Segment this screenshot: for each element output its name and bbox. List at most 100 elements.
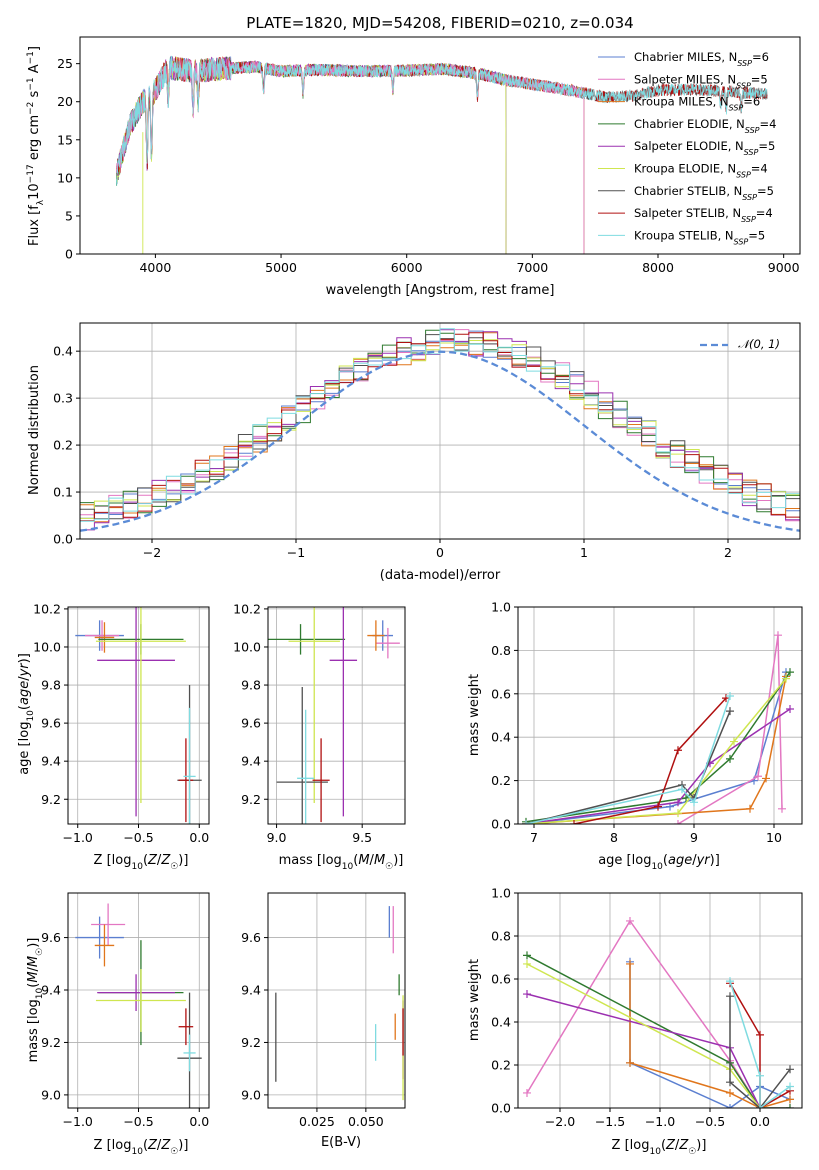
z_age-ytick-label-0: 9.2 (41, 792, 61, 807)
z_weight-ytick-label-2: 0.4 (491, 1015, 511, 1030)
mass_age-ytick-label-3: 9.8 (241, 678, 261, 693)
z_weight-marker-8-3 (786, 1082, 794, 1091)
ebv_mass-xtick-label-0: 0.025 (299, 1114, 335, 1129)
spectrum-ytick-label-2: 10 (57, 170, 73, 185)
residuals-ytick-label-3: 0.3 (53, 391, 73, 406)
z_weight-marker-7-1 (756, 1030, 764, 1039)
hist-lines (80, 328, 800, 532)
z_weight-xtick-label-1: −1.5 (595, 1114, 625, 1129)
spectrum-x-label: wavelength [Angstrom, rest frame] (326, 283, 555, 298)
age_weight-marker-5-2 (730, 737, 738, 746)
z_age-frame (67, 606, 210, 825)
age_weight-ytick-label-2: 0.4 (491, 730, 511, 745)
z_age-ytick-label-4: 10.0 (33, 639, 61, 654)
spectrum-ytick-label-5: 25 (57, 56, 73, 71)
z_mass-frame (67, 892, 210, 1109)
z-mass-x-label: Z [log10(Z/Z☉)] (94, 1138, 189, 1157)
z_mass-axes: −1.0 −0.5 0.0 9.0 9.2 9.4 9.6 (41, 893, 209, 1129)
age_weight-marker-7-2 (674, 746, 682, 755)
normal-curve (80, 350, 800, 532)
age-weight-y-label: mass weight (467, 674, 482, 756)
residuals-ytick-label-1: 0.1 (53, 485, 73, 500)
z_weight-xtick-label-4: 0.0 (750, 1114, 770, 1129)
z_weight-series-3 (526, 954, 790, 1108)
z_weight-marker-1-0 (523, 1088, 531, 1097)
age_weight-marker-2-2 (762, 774, 770, 783)
z_weight-xtick-label-3: −0.5 (695, 1114, 725, 1129)
mass_age-ytick-label-0: 9.2 (241, 792, 261, 807)
z_mass-xtick-label-2: 0.0 (189, 1114, 209, 1129)
mass_age-ytick-label-4: 10.0 (233, 639, 261, 654)
z_weight-ytick-label-4: 0.8 (491, 929, 511, 944)
legend-entry-2: Kroupa MILES, NSSP=6 (634, 95, 760, 113)
z-weight-x-label: Z [log10(Z/Z☉)] (612, 1138, 707, 1157)
ebv_mass-ytick-label-1: 9.4 (241, 983, 261, 998)
spectrum-series-1 (116, 57, 585, 254)
spectrum-xtick-label-1: 5000 (265, 260, 297, 275)
age_weight-marker-1-3 (778, 804, 786, 813)
z_mass-ytick-label-3: 9.6 (41, 930, 61, 945)
residuals-ytick-label-4: 0.4 (53, 344, 73, 359)
z_weight-marker-6-1 (726, 1078, 734, 1087)
residuals-xtick-label-3: 1 (580, 545, 588, 560)
z_weight-series-1 (526, 919, 790, 1108)
hist-legend-label: 𝒩(0, 1) (738, 337, 780, 351)
age_weight-marker-2-1 (746, 804, 754, 813)
age_weight-ytick-label-0: 0.0 (491, 817, 511, 832)
z_weight-marker-8-1 (756, 1071, 764, 1080)
spectrum-ytick-label-1: 5 (65, 208, 73, 223)
z_weight-marker-2-1 (626, 1058, 634, 1067)
age_weight-series-3 (525, 671, 791, 823)
age_weight-ytick-label-5: 1.0 (491, 600, 511, 615)
age_weight-marker-8-1 (678, 785, 686, 794)
age-y-label: age [log10(age/yr)] (17, 653, 36, 775)
mass_age-ytick-label-2: 9.6 (241, 716, 261, 731)
age_weight-series-0 (525, 671, 787, 824)
z-age-x-label: Z [log10(Z/Z☉)] (94, 853, 189, 872)
mass_age-points (268, 607, 400, 824)
spectrum-series-8 (116, 55, 768, 186)
spectrum-series-0 (116, 56, 585, 254)
hist-x-label: (data-model)/error (380, 568, 501, 583)
z_weight-marker-6-0 (726, 992, 734, 1001)
age_weight-series-1 (677, 635, 783, 824)
z_weight-marker-8-2 (756, 1104, 764, 1108)
age_weight-marker-3-2 (726, 754, 734, 763)
age_weight-marker-3-1 (682, 793, 690, 802)
age_weight-marker-8-3 (726, 691, 734, 700)
residuals-axes: −2 −1 0 1 2 0.0 0.1 0.2 0.3 0.4 (53, 323, 800, 560)
z-weight-y-label: mass weight (467, 959, 482, 1041)
z_weight-xtick-label-2: −1.0 (645, 1114, 675, 1129)
ebv_mass-frame (267, 892, 406, 1109)
age_weight-marker-1-1 (754, 772, 762, 781)
age_weight-ytick-label-4: 0.8 (491, 643, 511, 658)
z_age-axes: −1.0 −0.5 0.0 9.2 9.4 9.6 9.8 10.0 10.2 (33, 601, 209, 845)
z_age-xtick-label-2: 0.0 (189, 830, 209, 845)
age_weight-xtick-label-2: 9 (690, 830, 698, 845)
mass-y-label: mass [log10(M/M☉)] (26, 938, 45, 1063)
spectrum-xtick-label-5: 9000 (768, 260, 800, 275)
legend-entry-3: Chabrier ELODIE, NSSP=4 (634, 117, 776, 134)
ebv-x-label: E(B-V) (321, 1135, 361, 1150)
z_weight-marker-4-0 (523, 990, 531, 999)
spectrum-lines (116, 55, 768, 254)
z_weight-ytick-label-3: 0.6 (491, 972, 511, 987)
z_weight-marker-2-2 (726, 1088, 734, 1097)
residuals-ytick-label-2: 0.2 (53, 438, 73, 453)
age-weight-x-label: age [log10(age/yr)] (598, 853, 720, 872)
z_weight-ytick-label-0: 0.0 (491, 1101, 511, 1116)
z_weight-marker-1-1 (626, 916, 634, 925)
z_weight-axes: −2.0 −1.5 −1.0 −0.5 0.0 0.0 0.2 0.4 0.6 0.8 1.0 (491, 886, 802, 1129)
residuals-xtick-label-2: 0 (436, 545, 444, 560)
age_weight-marker-5-1 (674, 809, 682, 818)
mass_age-xtick-label-0: 9.0 (267, 830, 287, 845)
spectrum-xtick-label-3: 7000 (516, 260, 548, 275)
mass_age-ytick-label-5: 10.2 (233, 601, 261, 616)
spectrum-y-label: Flux [fλ10−17 erg cm−2 s−1 A−1] (26, 46, 46, 246)
spectrum-xtick-label-4: 8000 (642, 260, 674, 275)
z_weight-ytick-label-5: 1.0 (491, 886, 511, 901)
spectrum-ytick-label-4: 20 (57, 94, 73, 109)
z_weight-ytick-label-1: 0.2 (491, 1058, 511, 1073)
spectrum-series-3 (116, 56, 507, 254)
legend-entry-6: Chabrier STELIB, NSSP=5 (634, 184, 774, 202)
